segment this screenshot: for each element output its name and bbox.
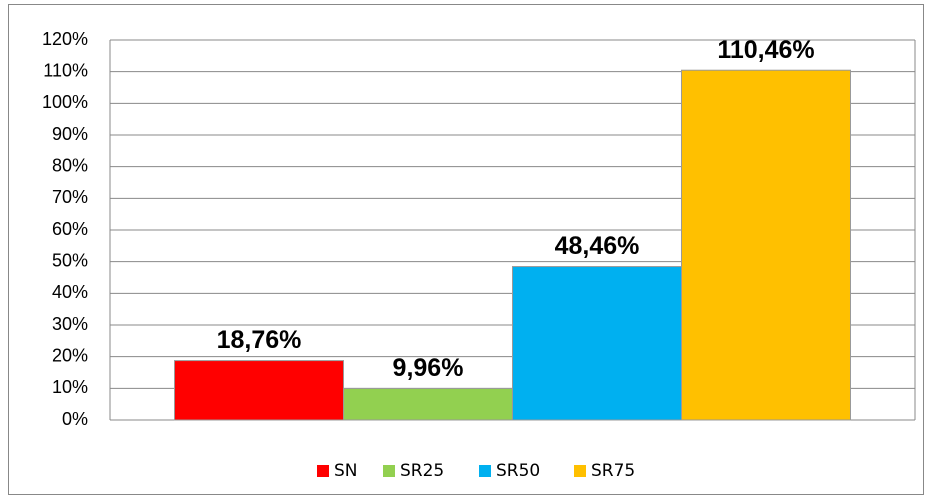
y-tick-label: 120%	[42, 29, 88, 49]
legend-label: SN	[334, 461, 358, 481]
value-label: 110,46%	[717, 36, 814, 64]
value-label: 9,96%	[393, 354, 464, 382]
y-tick-label: 110%	[43, 60, 88, 80]
legend-label: SR50	[496, 461, 540, 481]
y-tick-label: 10%	[52, 377, 88, 397]
y-tick-label: 100%	[42, 92, 88, 112]
bar	[343, 387, 513, 421]
legend-swatch	[574, 465, 586, 477]
y-tick-label: 40%	[52, 282, 88, 302]
legend-swatch	[317, 465, 329, 477]
y-tick-label: 0%	[62, 409, 88, 429]
y-tick-label: 20%	[52, 345, 88, 365]
y-tick-label: 90%	[52, 124, 88, 144]
y-tick-label: 30%	[52, 314, 88, 334]
legend-label: SR25	[400, 461, 444, 481]
y-tick-label: 50%	[52, 250, 88, 270]
legend-label: SR75	[591, 461, 635, 481]
y-tick-label: 80%	[52, 155, 88, 175]
y-tick-label: 70%	[52, 187, 88, 207]
bar	[174, 360, 344, 421]
value-label: 48,46%	[555, 232, 640, 260]
legend-swatch	[479, 465, 491, 477]
bar	[512, 266, 682, 421]
legend-swatch	[383, 465, 395, 477]
value-label: 18,76%	[217, 326, 302, 354]
y-tick-label: 60%	[52, 219, 88, 239]
bar	[681, 69, 851, 421]
